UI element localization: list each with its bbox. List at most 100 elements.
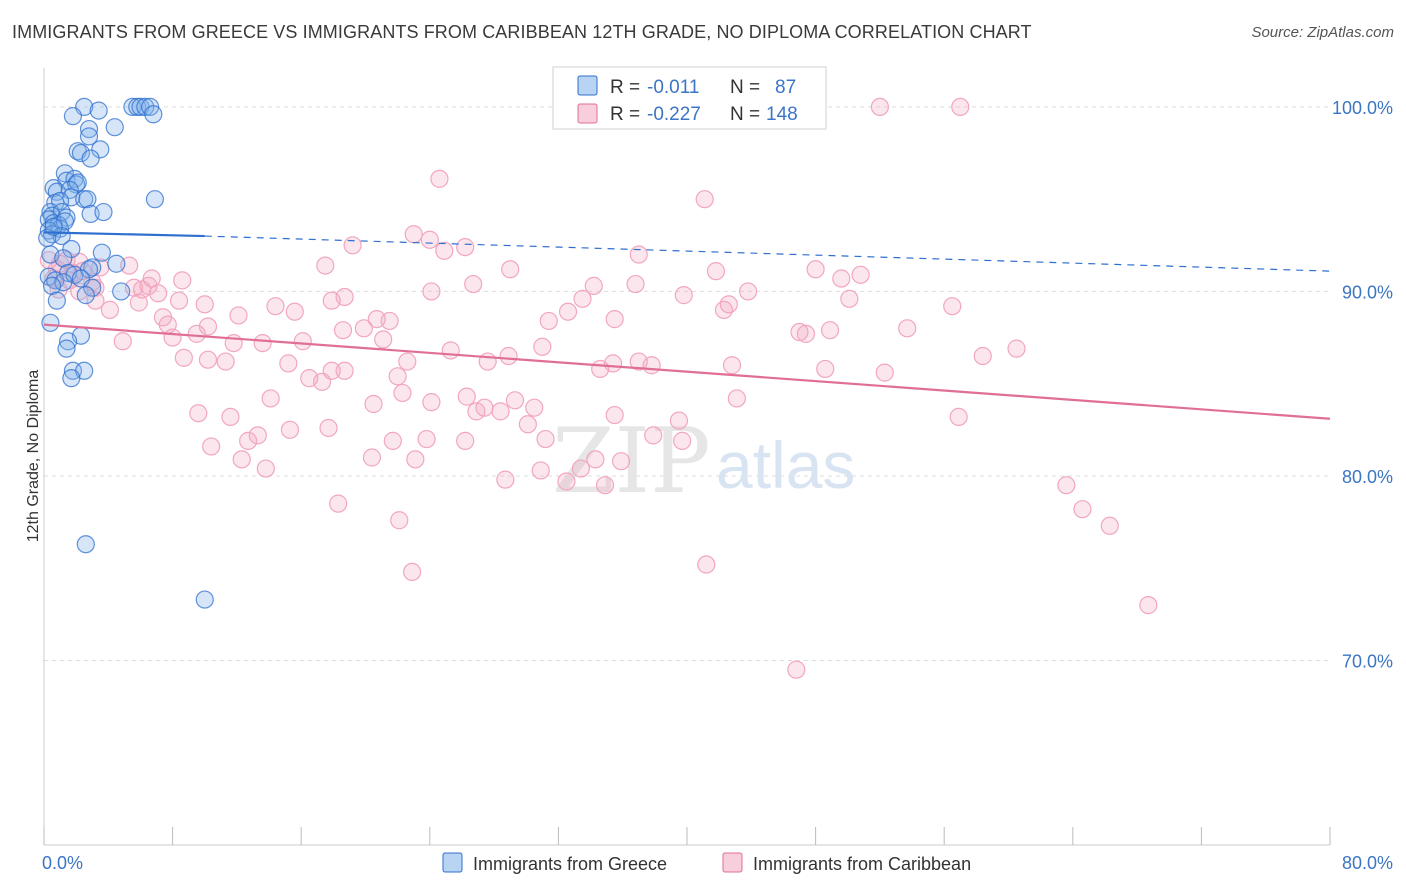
caribbean-point [253,333,272,353]
caribbean-point [187,324,206,343]
caribbean-point [316,256,335,275]
greece-point [76,535,95,554]
caribbean-point [467,402,486,421]
caribbean-point [973,346,992,366]
bottom-legend-swatch-greece [442,852,463,873]
legend-n-label-2: N = [730,104,760,125]
caribbean-point [584,276,603,295]
tick-labels: 70.0% 80.0% 90.0% 100.0% 0.0% 80.0% [42,98,1393,873]
greece-point [94,202,113,222]
caribbean-point [335,361,354,380]
caribbean-point [406,450,425,469]
caribbean-point [870,97,890,117]
caribbean-point [362,448,382,467]
greece-trend-line [43,231,205,238]
greece-points [38,97,214,609]
caribbean-point [722,356,742,375]
bottom-legend-label-greece: Immigrants from Greece [473,854,667,874]
bottom-legend: Immigrants from Greece Immigrants from C… [442,852,971,874]
greece-point [76,286,95,305]
greece-point [57,339,76,358]
greece-point [81,149,100,168]
greece-point [42,276,62,295]
greece-point [47,291,66,310]
caribbean-point [441,341,460,360]
caribbean-point [149,284,168,303]
legend-n-value-1: 87 [775,77,796,98]
legend-n-value-2: 148 [766,104,798,125]
greece-point [59,332,78,351]
caribbean-point [539,311,558,331]
caribbean-point [404,225,423,244]
caribbean-point [727,389,746,408]
caribbean-point [1057,476,1076,495]
caribbean-point [354,319,373,338]
legend-r-value-2: -0.227 [647,104,701,125]
caribbean-point [189,404,208,423]
greece-point [41,313,60,332]
caribbean-point [435,241,454,260]
caribbean-point [393,383,412,403]
trend-lines [43,231,1331,420]
bottom-legend-label-caribbean: Immigrants from Caribbean [753,854,971,874]
caribbean-point [113,332,132,351]
greece-point [105,118,124,137]
greece-point [63,107,83,126]
caribbean-points [39,97,1158,679]
caribbean-point [820,321,840,340]
greece-point [54,249,73,268]
caribbean-point [719,295,738,314]
legend-r-value-1: -0.011 [647,77,699,98]
caribbean-point [787,660,806,679]
greece-point [144,105,163,124]
caribbean-trend-line [43,323,1331,420]
greece-point [107,254,126,273]
caribbean-point [499,346,518,366]
x-tick-label: 80.0% [1342,853,1393,873]
caribbean-point [531,461,550,480]
caribbean-point [642,356,661,375]
caribbean-point [603,354,623,373]
caribbean-point [875,363,894,382]
greece-point [92,243,111,262]
caribbean-point [293,332,312,351]
caribbean-point [174,348,193,367]
caribbean-point [343,236,362,255]
caribbean-point [669,411,689,430]
caribbean-point [673,431,692,450]
caribbean-point [949,407,968,427]
caribbean-point [491,402,510,421]
caribbean-point [456,238,475,257]
legend-swatch-caribbean [577,103,598,124]
y-tick-label: 70.0% [1342,651,1393,671]
x-tick-label: 0.0% [42,853,83,873]
caribbean-point [169,291,189,310]
greece-trend-extension [204,235,1331,272]
caribbean-point [239,431,258,450]
caribbean-point [573,289,592,308]
greece-point [71,143,91,163]
legend-n-label-1: N = [730,77,760,98]
caribbean-point [611,452,631,471]
caribbean-point [333,321,353,340]
legend-r-label-1: R = [610,77,640,98]
y-tick-label: 90.0% [1342,282,1393,302]
chart-title: IMMIGRANTS FROM GREECE VS IMMIGRANTS FRO… [12,22,1032,42]
caribbean-point [335,287,354,307]
caribbean-point [329,494,348,513]
caribbean-point [706,262,726,281]
caribbean-point [312,372,332,391]
caribbean-point [518,415,537,434]
y-tick-label: 80.0% [1342,467,1393,487]
caribbean-point [139,276,158,295]
greece-point [79,119,99,139]
caribbean-point [496,470,515,489]
legend-swatch-greece [577,75,598,96]
caribbean-point [586,450,605,469]
caribbean-point [367,310,386,329]
greece-point [195,590,214,609]
caribbean-point [1007,339,1026,358]
caribbean-point [403,562,422,582]
caribbean-point [832,269,851,288]
source-credit: Source: ZipAtlas.com [1251,24,1394,41]
